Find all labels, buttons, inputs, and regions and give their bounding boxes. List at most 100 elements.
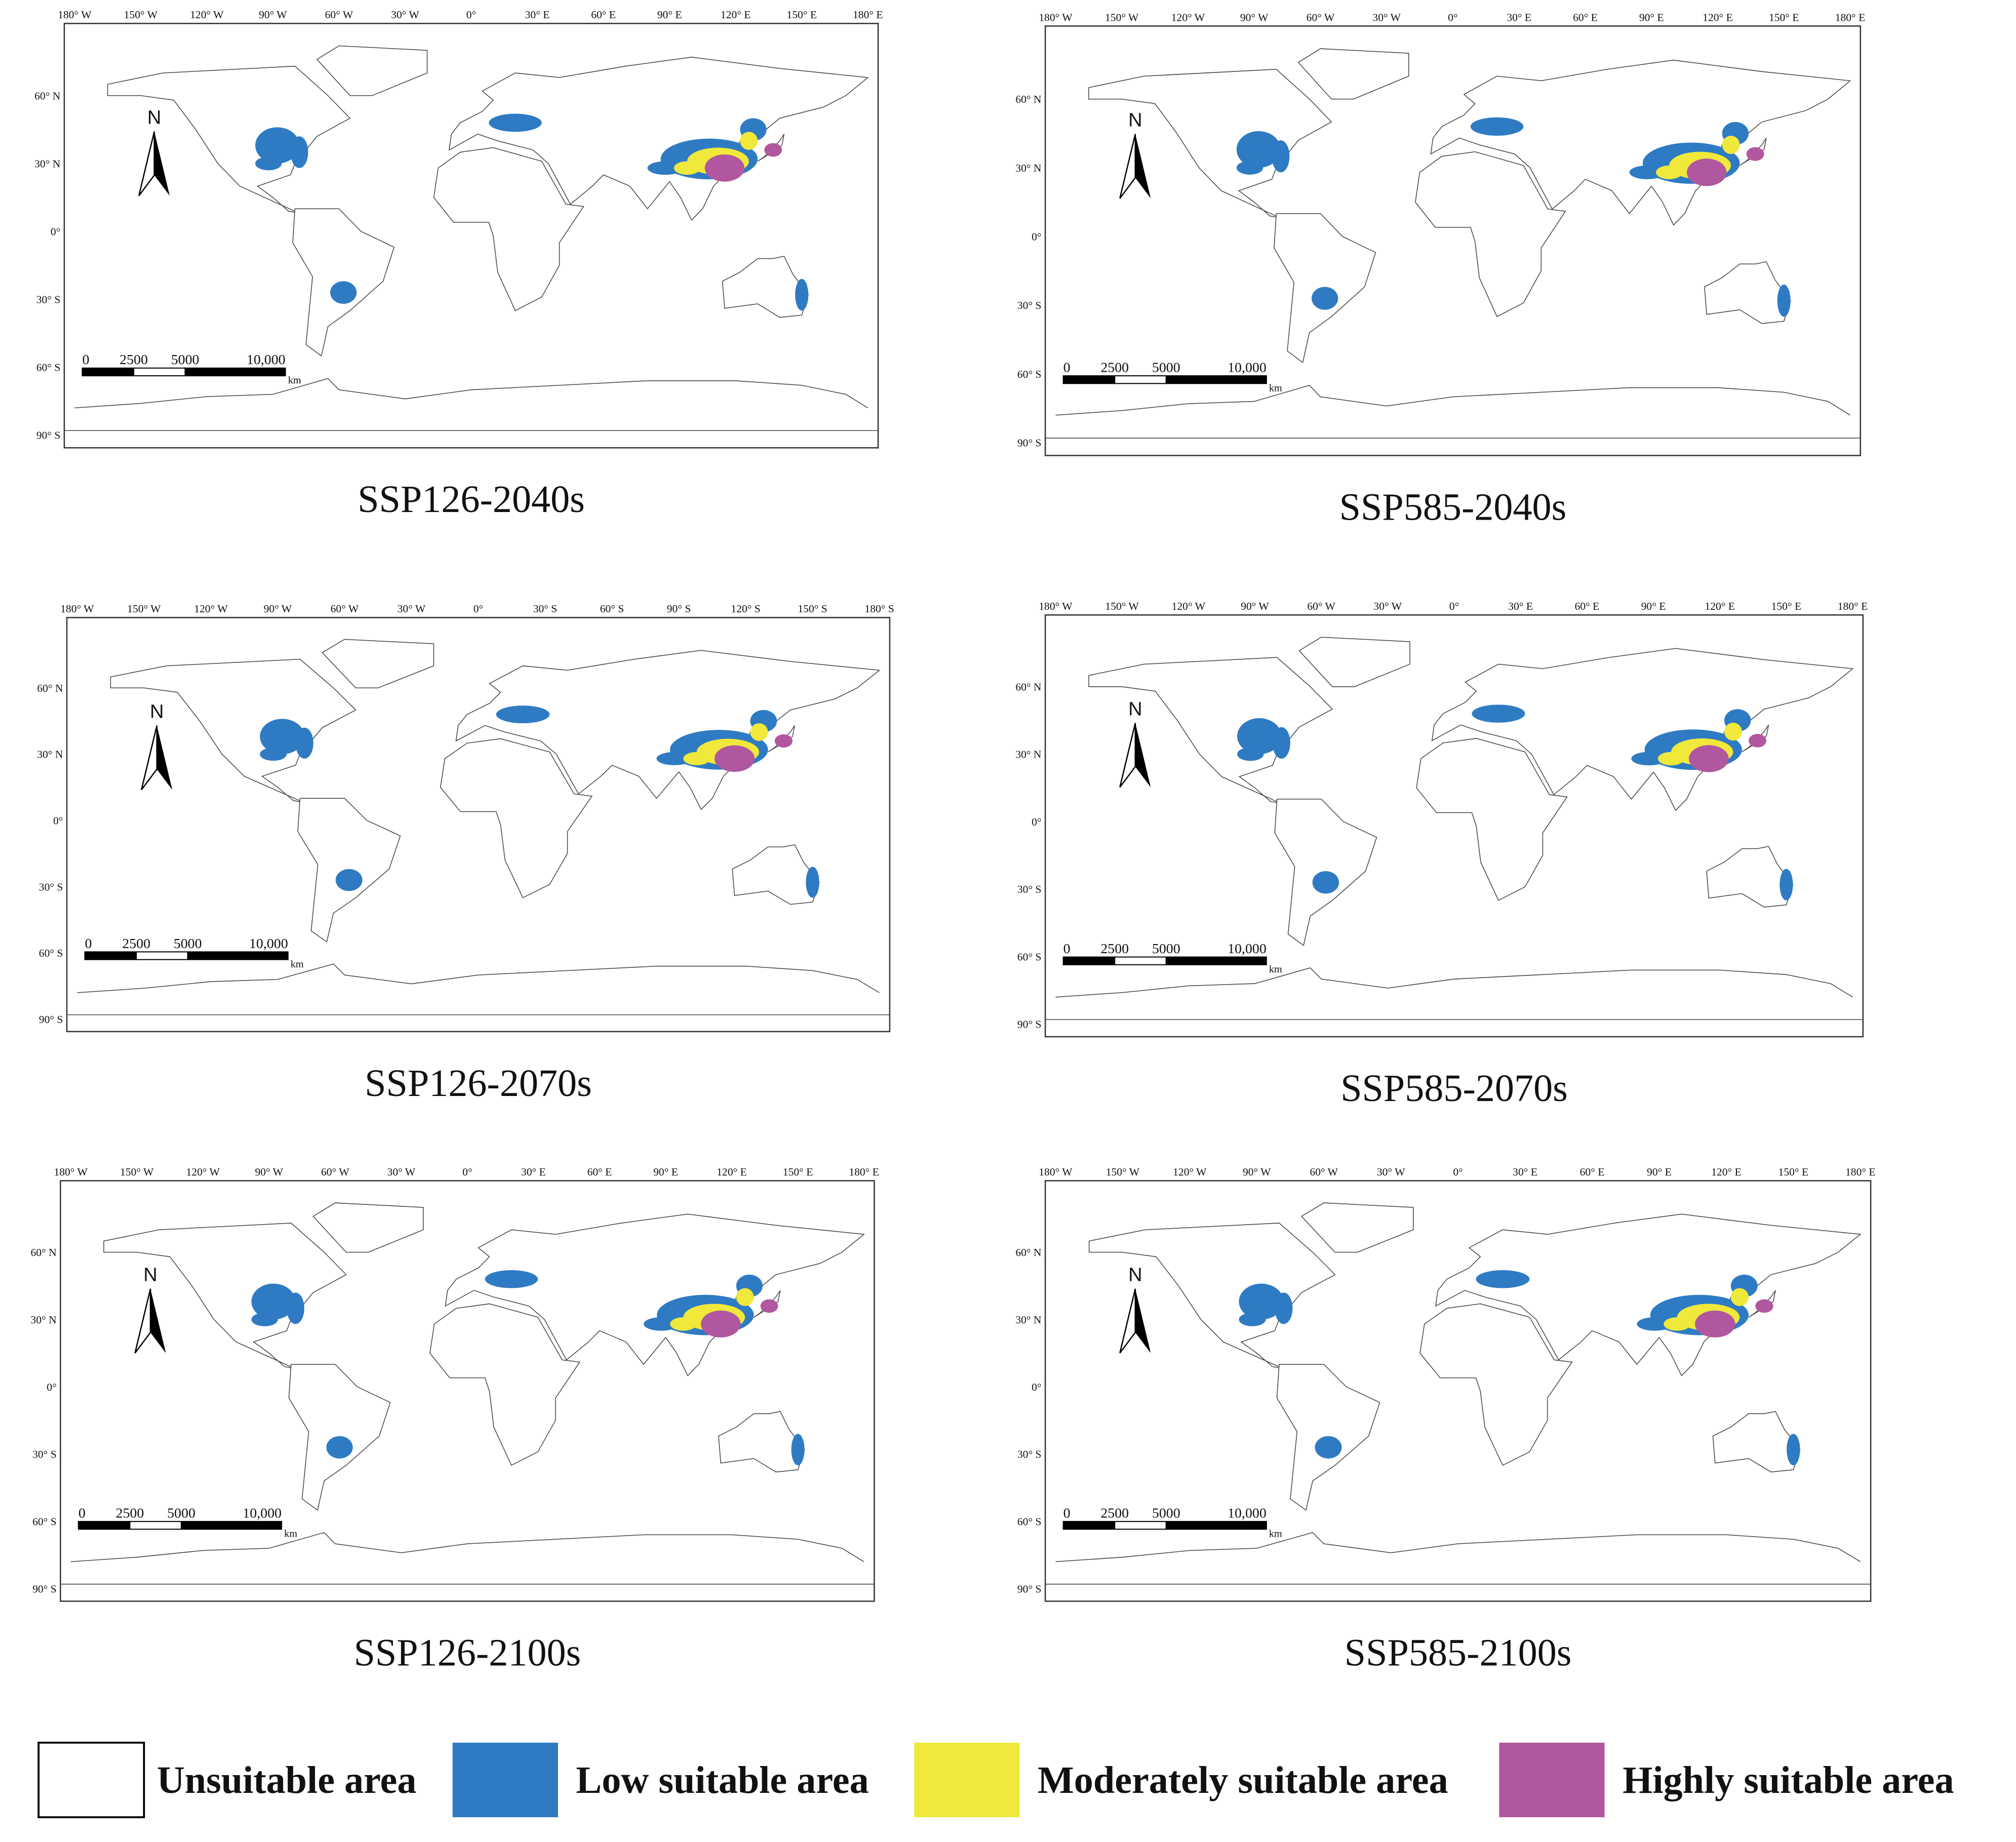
lon-label: 60° E (591, 9, 616, 21)
lon-label: 180° E (1838, 600, 1868, 612)
lat-label: 60° N (1015, 681, 1042, 693)
lon-label: 120° W (194, 603, 228, 615)
lon-label: 120° S (731, 603, 760, 615)
lon-label: 90° W (264, 603, 292, 615)
suitability-area (1780, 869, 1793, 900)
land (440, 738, 593, 898)
scale-label: 10,000 (247, 352, 286, 368)
land (316, 45, 428, 96)
land (1088, 69, 1332, 219)
suitability-area (1637, 1317, 1673, 1331)
lat-label: 30° S (1017, 299, 1042, 311)
lon-label: 120° E (721, 9, 751, 21)
lon-label: 180° W (60, 603, 94, 615)
north-label: N (143, 1264, 157, 1285)
lon-label: 30° E (1508, 600, 1533, 612)
lon-label: 180° E (1835, 11, 1866, 23)
scale-bar (1114, 956, 1167, 965)
lat-label: 30° S (1017, 883, 1042, 895)
scale-bar (180, 1521, 283, 1530)
legend-label: Highly suitable area (1623, 1759, 1954, 1801)
suitability-area (1275, 1292, 1293, 1324)
suitability-area (290, 136, 308, 168)
scale-label: 5000 (174, 936, 202, 952)
suitability-area (251, 1313, 278, 1326)
lon-label: 150° S (798, 603, 827, 615)
lon-label: 90° W (1240, 11, 1269, 23)
scale-unit: km (284, 1529, 297, 1540)
land (1416, 738, 1568, 901)
lon-label: 180° E (853, 9, 883, 21)
scale-label: 5000 (167, 1506, 195, 1521)
north-arrow (1119, 134, 1136, 199)
land (1088, 1223, 1336, 1369)
scale-bar (133, 367, 186, 377)
panel-title: SSP126-2100s (354, 1632, 581, 1674)
lat-label: 90° S (39, 1013, 63, 1026)
suitability-area (1237, 718, 1282, 755)
scale-bar (77, 1521, 131, 1530)
suitability-area (287, 1292, 304, 1324)
lon-label: 90° S (667, 603, 691, 615)
lon-label: 90° W (259, 9, 287, 21)
scale-label: 0 (82, 352, 89, 368)
suitability-area (1722, 135, 1740, 154)
lat-label: 30° N (37, 749, 63, 761)
lon-label: 90° E (653, 1166, 678, 1178)
scale-bar (129, 1521, 182, 1530)
land (312, 1202, 424, 1253)
suitability-area (1236, 131, 1281, 168)
north-arrow (1135, 134, 1151, 199)
lat-label: 60° N (1015, 93, 1042, 105)
lat-label: 60° N (31, 1246, 57, 1259)
suitability-area (251, 1283, 296, 1320)
scale-bar (1062, 956, 1116, 965)
suitability-area (1655, 165, 1683, 179)
scale-unit: km (291, 959, 304, 970)
lon-label: 90° W (1241, 600, 1269, 612)
lon-label: 150° W (124, 9, 158, 21)
lat-label: 30° N (1015, 749, 1042, 761)
suitability-area (1730, 1288, 1749, 1306)
lat-label: 30° S (36, 294, 61, 306)
lon-label: 180° E (849, 1166, 879, 1178)
suitability-area (489, 113, 542, 132)
lon-label: 90° W (255, 1166, 283, 1178)
suitability-area (1657, 752, 1685, 766)
suitability-area (1695, 1310, 1735, 1338)
lat-label: 60° S (1017, 368, 1042, 380)
scale-bar (1114, 375, 1167, 384)
lon-label: 180° W (1039, 11, 1073, 23)
lon-label: 150° E (1771, 600, 1802, 612)
lon-label: 180° S (864, 603, 894, 615)
lat-label: 60° N (37, 682, 63, 694)
suitability-area (485, 1270, 538, 1288)
land (103, 1223, 347, 1369)
suitability-area (1777, 284, 1791, 317)
legend-label: Low suitable area (576, 1759, 868, 1801)
lon-label: 150° E (1769, 11, 1799, 23)
land (110, 658, 357, 803)
lat-label: 90° S (32, 1583, 57, 1595)
lon-label: 120° E (1711, 1166, 1742, 1178)
panel-title: SSP126-2040s (358, 478, 585, 521)
lon-label: 30° E (525, 9, 550, 21)
lon-label: 0° (462, 1166, 472, 1178)
north-arrow (1135, 1288, 1151, 1353)
scale-unit: km (288, 375, 301, 386)
scale-bar (84, 951, 137, 960)
lon-label: 180° W (1039, 1166, 1073, 1178)
scale-label: 5000 (1152, 360, 1180, 375)
lon-label: 30° W (387, 1166, 416, 1178)
suitability-area (1239, 1313, 1266, 1326)
lon-label: 60° W (1310, 1166, 1338, 1178)
suitability-area (1470, 117, 1524, 136)
scale-label: 0 (78, 1506, 86, 1521)
north-arrow (1135, 723, 1151, 788)
lat-label: 60° S (32, 1515, 57, 1527)
